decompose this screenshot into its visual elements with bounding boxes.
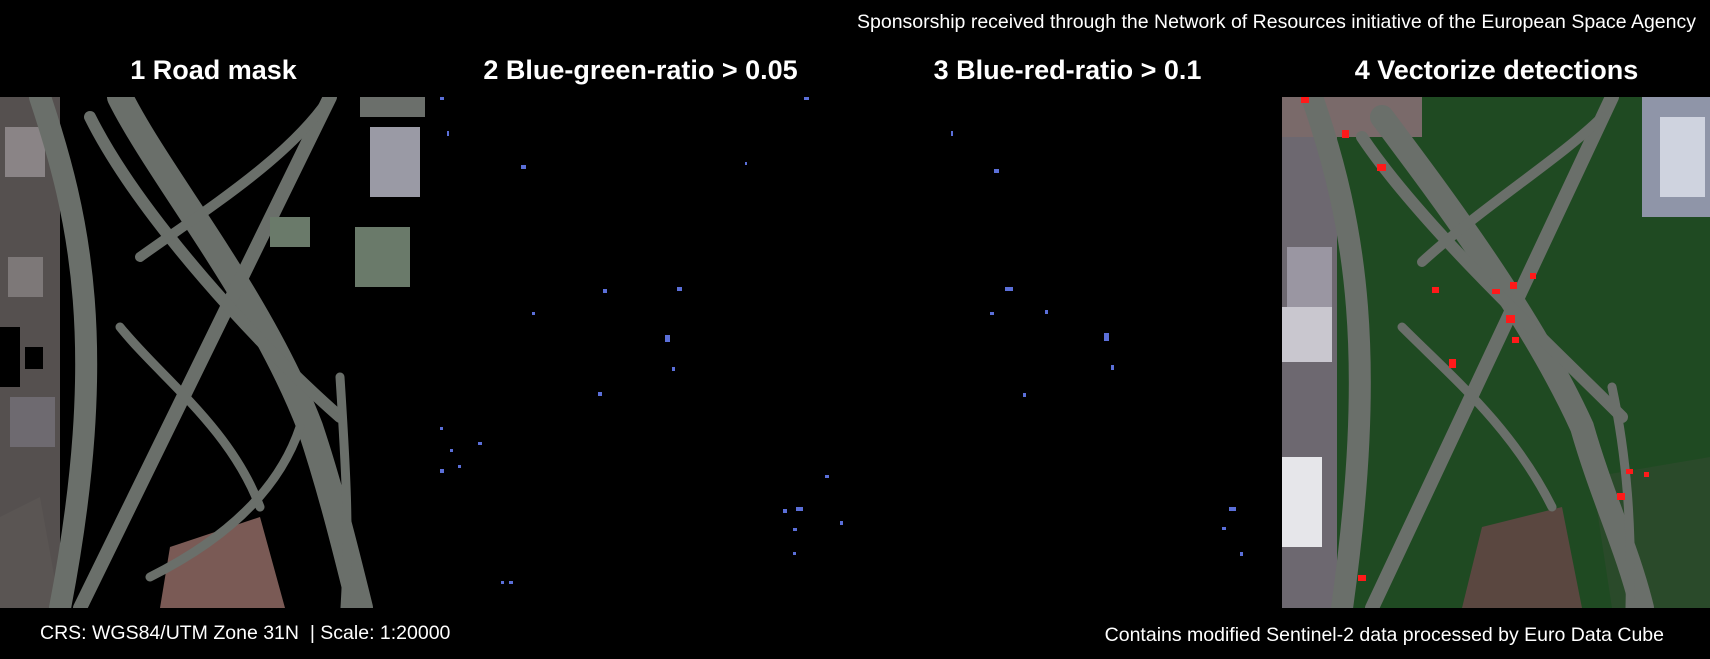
blue-red-ratio-image: [880, 97, 1300, 608]
data-attribution-text: Contains modified Sentinel-2 data proces…: [1104, 624, 1664, 646]
sponsor-text: Sponsorship received through the Network…: [857, 11, 1696, 33]
road-mask-image: [0, 97, 425, 608]
panel-title-blue-red-ratio: 3 Blue-red-ratio > 0.1: [933, 55, 1202, 85]
panel-title-road-mask: 1 Road mask: [130, 55, 297, 85]
blue-green-ratio-image: [440, 97, 860, 608]
vectorized-detections-image: [1282, 97, 1710, 608]
panel-title-blue-green-ratio: 2 Blue-green-ratio > 0.05: [483, 55, 798, 85]
crs-scale-text: CRS: WGS84/UTM Zone 31N | Scale: 1:20000: [40, 622, 451, 644]
panel-title-vectorize-detections: 4 Vectorize detections: [1354, 55, 1639, 85]
